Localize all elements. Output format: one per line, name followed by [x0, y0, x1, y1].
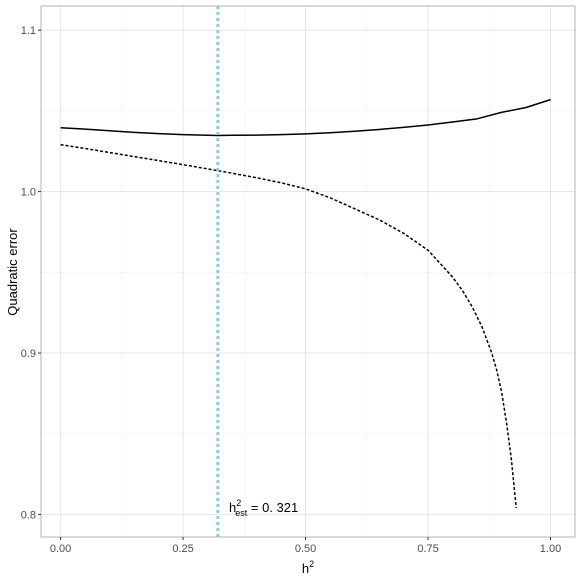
x-tick-label: 0.00	[50, 543, 71, 555]
x-tick-label: 0.75	[417, 543, 438, 555]
annotation-base: h	[229, 500, 236, 515]
annotation-label: h2 est = 0. 321	[229, 498, 298, 518]
grid-layer	[41, 6, 575, 537]
y-tick-label: 1.0	[21, 187, 36, 199]
x-tick-label: 0.25	[172, 543, 193, 555]
x-tick-label: 0.50	[295, 543, 316, 555]
annotation-subscript: est	[235, 508, 248, 518]
y-tick-label: 1.1	[21, 25, 36, 37]
plot-panel-border	[40, 5, 576, 538]
annotation-value: = 0. 321	[247, 500, 298, 515]
y-axis-title: Quadratic error	[5, 228, 20, 316]
tick-layer: 0.00 0.25 0.50 0.75 1.00 0.8 0.9 1.0 1.1	[21, 25, 562, 555]
x-axis-title-base: h	[302, 561, 309, 576]
series-line-1-solid	[60, 98, 551, 137]
x-axis-title-superscript: 2	[309, 559, 314, 569]
y-tick-label: 0.8	[21, 509, 36, 521]
y-tick-label: 0.9	[21, 348, 36, 360]
series-line-2-dotted	[60, 143, 517, 509]
annotation-superscript: 2	[236, 498, 241, 508]
x-tick-label: 1.00	[540, 543, 561, 555]
x-axis-title: h2	[302, 559, 314, 576]
series-layer	[60, 98, 551, 509]
